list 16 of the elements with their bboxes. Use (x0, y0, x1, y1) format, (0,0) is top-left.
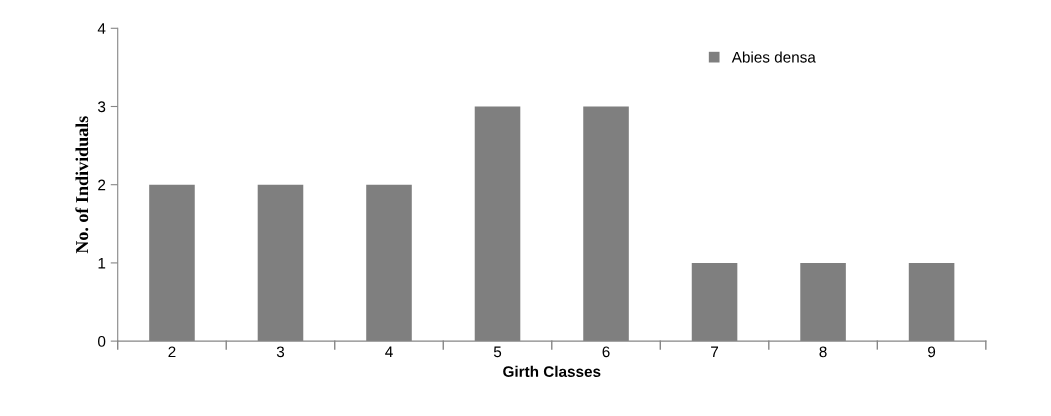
y-tick-label: 2 (98, 179, 106, 191)
x-tick-label: 3 (276, 346, 285, 358)
y-tick-label: 4 (97, 23, 106, 34)
x-tick-label: 7 (711, 346, 719, 358)
x-tick-label: 2 (168, 346, 176, 358)
y-tick-label: 1 (98, 257, 106, 269)
x-tick-label: 9 (928, 346, 936, 358)
x-tick-label: 5 (493, 346, 502, 358)
legend-label: Abies densa (731, 51, 816, 63)
y-tick-label: 3 (97, 101, 106, 113)
x-tick-label: 4 (385, 346, 393, 358)
x-tick-label: 6 (602, 346, 610, 358)
y-axis-title: No. of Individuals (75, 116, 89, 254)
y-tick-label: 0 (98, 335, 106, 347)
x-tick-label: 8 (819, 346, 827, 358)
x-axis-title: Girth Classes (503, 365, 601, 377)
